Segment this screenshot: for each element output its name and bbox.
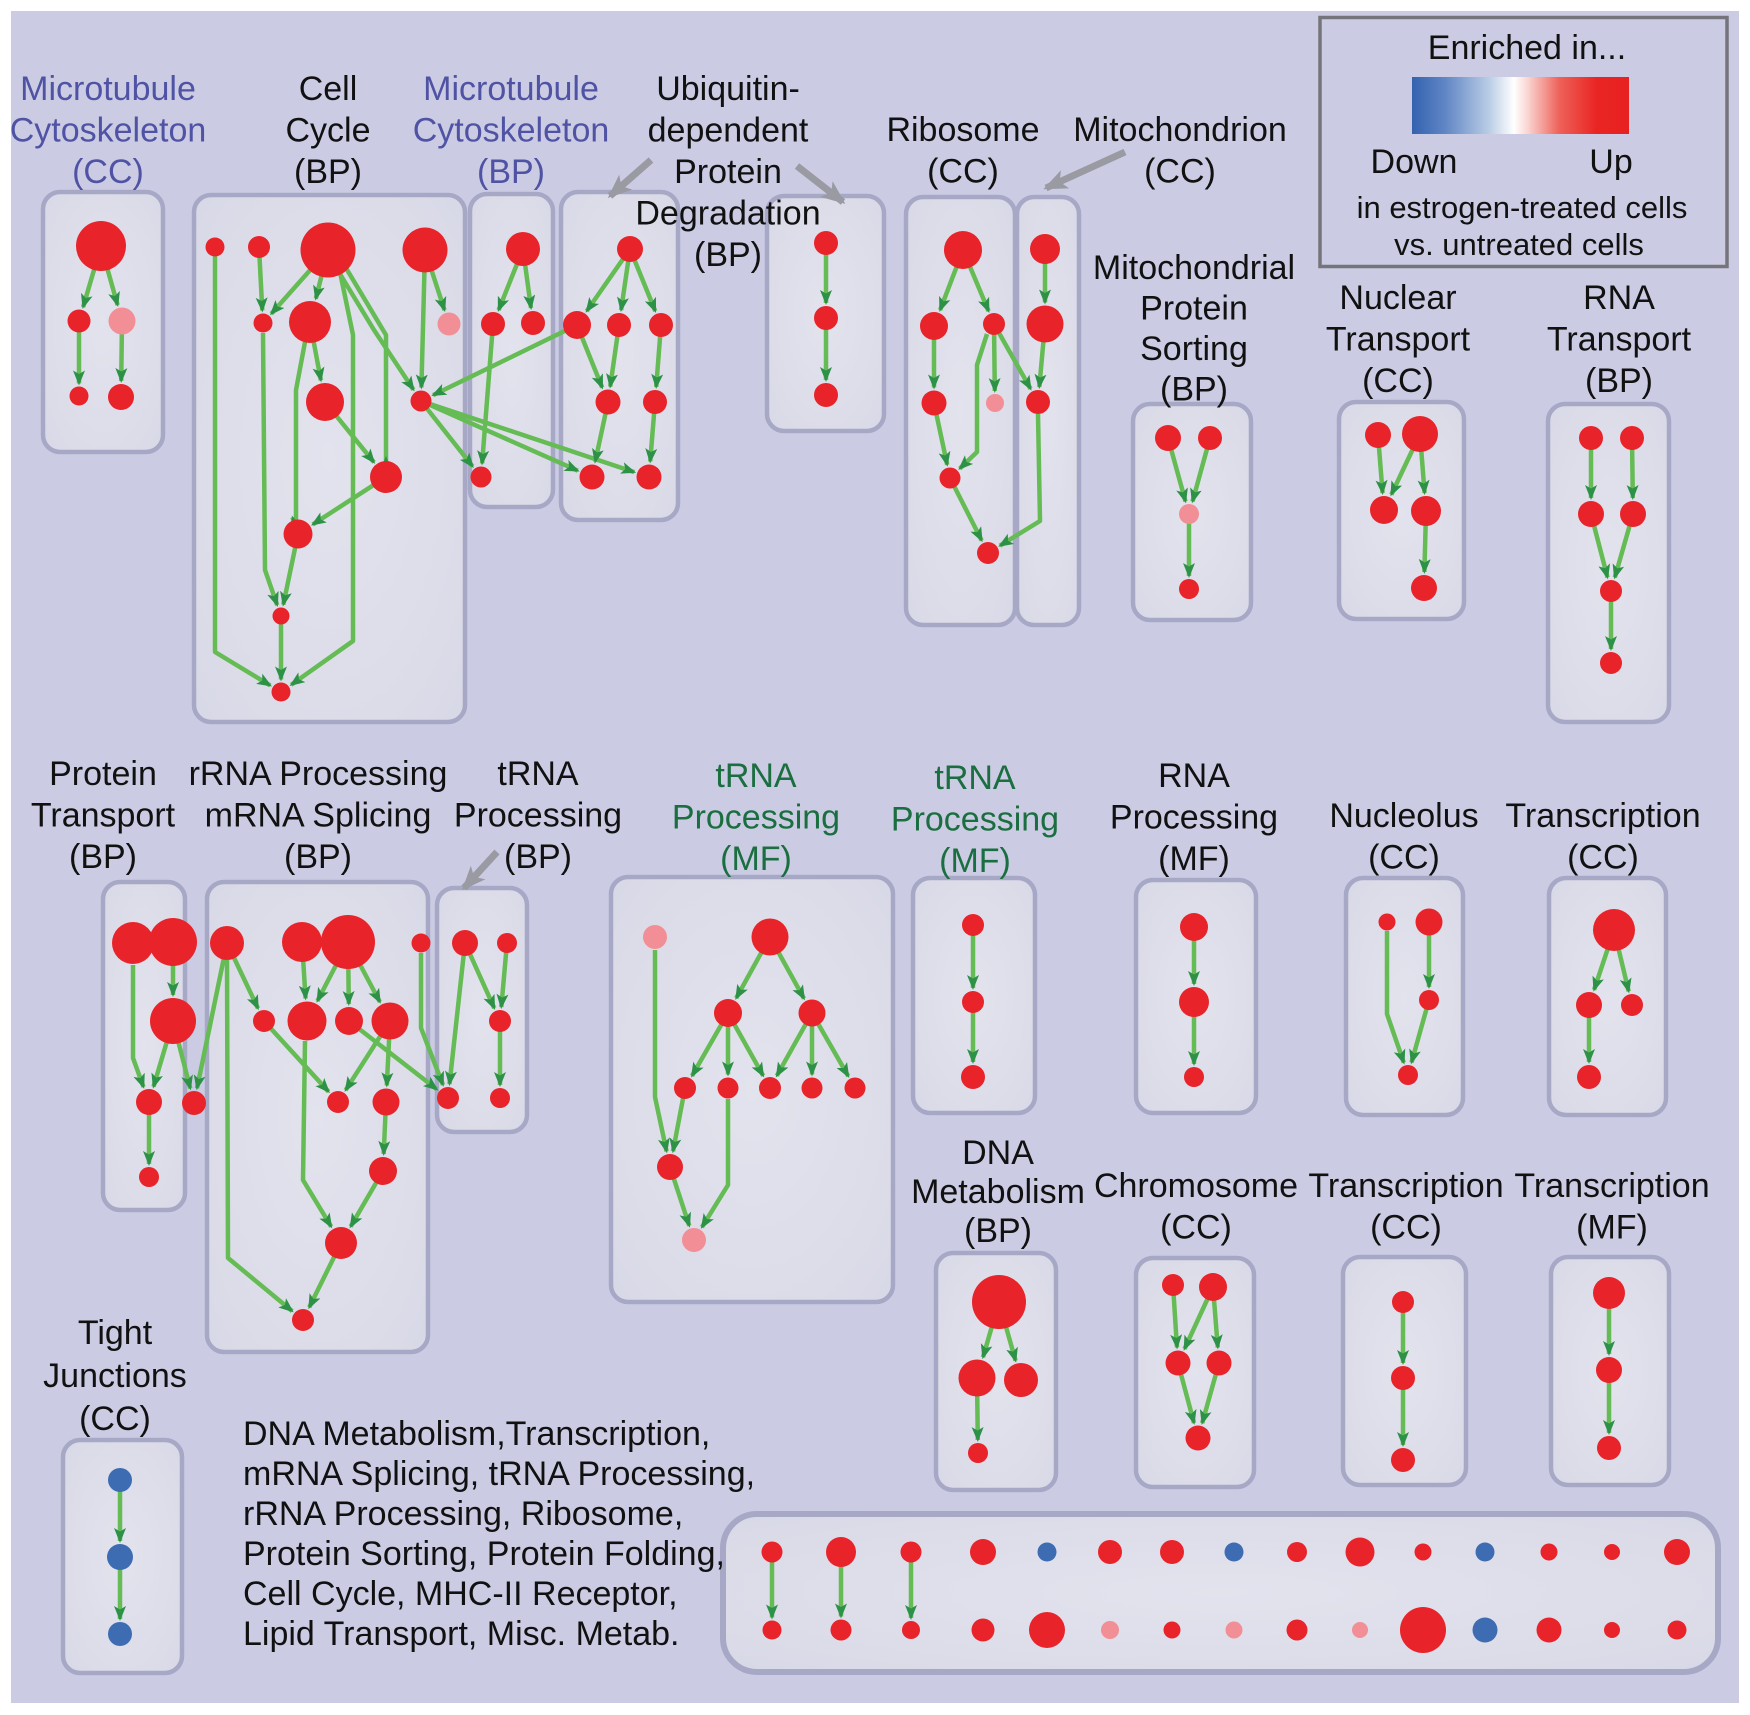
- svg-text:(BP): (BP): [294, 153, 362, 191]
- svg-text:Processing: Processing: [672, 799, 840, 837]
- svg-text:(CC): (CC): [79, 1400, 151, 1438]
- svg-text:Transcription: Transcription: [1308, 1167, 1503, 1205]
- svg-text:Down: Down: [1371, 143, 1458, 181]
- svg-text:Junctions: Junctions: [43, 1357, 187, 1395]
- svg-text:Degradation: Degradation: [635, 195, 820, 233]
- svg-text:Transport: Transport: [1326, 321, 1471, 359]
- svg-text:mRNA Splicing: mRNA Splicing: [205, 797, 432, 835]
- svg-text:mRNA Splicing, tRNA Processing: mRNA Splicing, tRNA Processing,: [243, 1455, 755, 1493]
- svg-text:(BP): (BP): [477, 153, 545, 191]
- svg-text:DNA: DNA: [962, 1134, 1034, 1172]
- svg-text:(MF): (MF): [720, 840, 792, 878]
- svg-text:(BP): (BP): [504, 838, 572, 876]
- svg-text:Tight: Tight: [78, 1314, 153, 1352]
- svg-text:(MF): (MF): [1576, 1209, 1648, 1247]
- svg-text:Nuclear: Nuclear: [1339, 279, 1456, 317]
- svg-text:Chromosome: Chromosome: [1094, 1167, 1298, 1205]
- svg-text:(BP): (BP): [964, 1212, 1032, 1250]
- svg-text:Transport: Transport: [1547, 321, 1692, 359]
- svg-text:DNA Metabolism,Transcription,: DNA Metabolism,Transcription,: [243, 1415, 710, 1453]
- svg-text:(CC): (CC): [1362, 362, 1434, 400]
- svg-text:Processing: Processing: [891, 801, 1059, 839]
- svg-text:Transcription: Transcription: [1514, 1167, 1709, 1205]
- svg-text:tRNA: tRNA: [497, 755, 579, 793]
- svg-text:Ubiquitin-: Ubiquitin-: [656, 70, 800, 108]
- svg-text:dependent: dependent: [648, 112, 809, 150]
- svg-text:Cytoskeleton: Cytoskeleton: [413, 112, 610, 150]
- svg-text:Ribosome: Ribosome: [886, 111, 1039, 149]
- svg-text:RNA: RNA: [1583, 279, 1655, 317]
- svg-text:(BP): (BP): [284, 838, 352, 876]
- svg-text:Processing: Processing: [454, 797, 622, 835]
- svg-text:RNA: RNA: [1158, 757, 1230, 795]
- svg-text:(MF): (MF): [939, 842, 1011, 880]
- svg-text:rRNA Processing: rRNA Processing: [189, 755, 448, 793]
- svg-text:Processing: Processing: [1110, 799, 1278, 837]
- svg-text:Sorting: Sorting: [1140, 330, 1248, 368]
- svg-text:Up: Up: [1589, 143, 1632, 181]
- svg-text:(CC): (CC): [927, 153, 999, 191]
- svg-text:Protein: Protein: [674, 153, 782, 191]
- svg-text:Transport: Transport: [31, 797, 176, 835]
- svg-text:(MF): (MF): [1158, 840, 1230, 878]
- svg-text:Protein Sorting, Protein Foldi: Protein Sorting, Protein Folding,: [243, 1535, 725, 1573]
- svg-text:Protein: Protein: [1140, 290, 1248, 328]
- svg-text:Enriched in...: Enriched in...: [1428, 29, 1626, 67]
- svg-text:Transcription: Transcription: [1505, 797, 1700, 835]
- svg-text:vs. untreated cells: vs. untreated cells: [1394, 227, 1644, 262]
- svg-text:Cycle: Cycle: [285, 112, 370, 150]
- svg-text:Mitochondrion: Mitochondrion: [1073, 111, 1287, 149]
- svg-text:Cytoskeleton: Cytoskeleton: [10, 112, 207, 150]
- svg-text:(BP): (BP): [1585, 362, 1653, 400]
- svg-text:tRNA: tRNA: [715, 757, 797, 795]
- svg-text:(BP): (BP): [69, 838, 137, 876]
- svg-text:rRNA Processing, Ribosome,: rRNA Processing, Ribosome,: [243, 1495, 683, 1533]
- svg-text:(BP): (BP): [694, 236, 762, 274]
- svg-text:Mitochondrial: Mitochondrial: [1093, 249, 1295, 287]
- svg-text:Nucleolus: Nucleolus: [1329, 797, 1478, 835]
- svg-text:Cell: Cell: [299, 70, 358, 108]
- svg-text:Cell Cycle, MHC-II Receptor,: Cell Cycle, MHC-II Receptor,: [243, 1575, 678, 1613]
- svg-text:Protein: Protein: [49, 755, 157, 793]
- svg-text:Microtubule: Microtubule: [20, 70, 196, 108]
- svg-text:(CC): (CC): [1370, 1209, 1442, 1247]
- svg-text:(CC): (CC): [1160, 1209, 1232, 1247]
- svg-text:(CC): (CC): [72, 153, 144, 191]
- svg-text:(CC): (CC): [1144, 153, 1216, 191]
- svg-text:tRNA: tRNA: [934, 759, 1016, 797]
- svg-text:(CC): (CC): [1567, 839, 1639, 877]
- svg-text:Microtubule: Microtubule: [423, 70, 599, 108]
- svg-text:Metabolism: Metabolism: [911, 1173, 1085, 1211]
- svg-text:Lipid Transport, Misc. Metab.: Lipid Transport, Misc. Metab.: [243, 1615, 680, 1653]
- svg-text:(BP): (BP): [1160, 371, 1228, 409]
- svg-text:in estrogen-treated cells: in estrogen-treated cells: [1357, 190, 1688, 225]
- svg-text:(CC): (CC): [1368, 839, 1440, 877]
